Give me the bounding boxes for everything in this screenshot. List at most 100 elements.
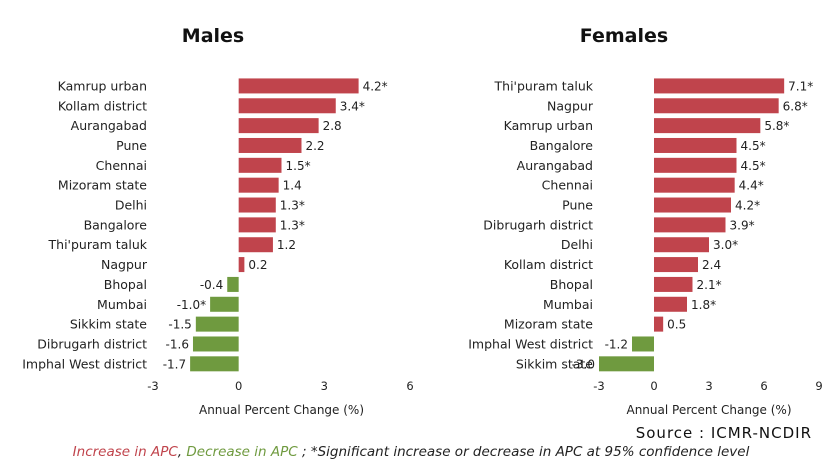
females-x-axis-title: Annual Percent Change (%) bbox=[626, 403, 791, 417]
males-title: Males bbox=[182, 25, 244, 47]
females-category-label: Mumbai bbox=[543, 297, 593, 312]
males-value-label: 1.2 bbox=[277, 238, 296, 252]
males-value-label: -1.7 bbox=[163, 357, 186, 371]
males-category-label: Aurangabad bbox=[71, 118, 147, 133]
males-bar bbox=[192, 336, 239, 352]
females-value-label: 3.9* bbox=[730, 218, 755, 232]
males-bar bbox=[238, 257, 245, 273]
males-category-label: Kamrup urban bbox=[58, 78, 147, 93]
males-bar bbox=[238, 78, 359, 94]
females-bar bbox=[654, 197, 731, 213]
males-tick-label: 3 bbox=[321, 379, 328, 393]
males-value-label: 3.4* bbox=[340, 99, 365, 113]
females-value-label: 4.2* bbox=[735, 199, 760, 213]
females-value-label: 7.1* bbox=[788, 79, 813, 93]
males-value-label: -1.6 bbox=[166, 337, 189, 351]
males-category-label: Kollam district bbox=[58, 98, 147, 113]
females-category-label: Pune bbox=[562, 198, 593, 213]
males-tick-label: 0 bbox=[235, 379, 242, 393]
males-category-label: Dibrugarh district bbox=[37, 336, 147, 351]
females-value-label: 5.8* bbox=[764, 119, 789, 133]
females-tick-label: 0 bbox=[650, 379, 657, 393]
males-category-label: Mumbai bbox=[97, 297, 147, 312]
males-value-label: 1.5* bbox=[286, 159, 311, 173]
females-category-label: Aurangabad bbox=[517, 158, 593, 173]
females-category-label: Kamrup urban bbox=[504, 118, 593, 133]
females-category-label: Bhopal bbox=[550, 277, 593, 292]
males-value-label: 1.3* bbox=[280, 218, 305, 232]
females-bar bbox=[632, 336, 654, 352]
females-category-label: Kollam district bbox=[504, 257, 593, 272]
females-tick-label: 6 bbox=[760, 379, 767, 393]
males-tick-label: -3 bbox=[147, 379, 158, 393]
females-value-label: 4.4* bbox=[739, 179, 764, 193]
males-category-label: Delhi bbox=[115, 198, 147, 213]
females-bar bbox=[654, 98, 779, 114]
females-value-label: -1.2 bbox=[605, 337, 628, 351]
males-bar bbox=[238, 157, 282, 173]
males-bar bbox=[238, 137, 302, 153]
females-value-label: 3.0* bbox=[713, 238, 738, 252]
females-bar bbox=[654, 296, 687, 312]
males-bar bbox=[238, 217, 276, 233]
females-tick-label: 3 bbox=[705, 379, 712, 393]
males-value-label: 2.2 bbox=[305, 139, 324, 153]
females-value-label: 2.1* bbox=[697, 278, 722, 292]
females-bar bbox=[654, 257, 698, 273]
legend-increase: Increase in APC bbox=[72, 444, 178, 460]
males-value-label: -1.5 bbox=[168, 318, 191, 332]
females-category-label: Nagpur bbox=[547, 98, 594, 113]
footnote: Increase in APC, Decrease in APC ; *Sign… bbox=[0, 444, 822, 460]
females-bar bbox=[654, 137, 737, 153]
males-bar bbox=[227, 276, 239, 292]
males-value-label: 0.2 bbox=[248, 258, 267, 272]
females-category-label: Chennai bbox=[542, 178, 593, 193]
males-category-label: Mizoram state bbox=[58, 178, 147, 193]
legend-decrease: Decrease in APC bbox=[186, 444, 298, 460]
females-category-label: Dibrugarh district bbox=[483, 217, 593, 232]
males-bar bbox=[210, 296, 239, 312]
males-x-axis-title: Annual Percent Change (%) bbox=[199, 403, 364, 417]
males-value-label: 2.8 bbox=[323, 119, 342, 133]
females-category-label: Mizoram state bbox=[504, 317, 593, 332]
females-bar bbox=[654, 276, 693, 292]
males-bar bbox=[238, 98, 336, 114]
males-bar bbox=[238, 177, 279, 193]
footnote-rest: ; *Significant increase or decrease in A… bbox=[297, 444, 750, 460]
females-bar bbox=[654, 217, 726, 233]
females-bar bbox=[654, 118, 761, 134]
males-value-label: -0.4 bbox=[200, 278, 223, 292]
females-value-label: 6.8* bbox=[783, 99, 808, 113]
females-bar bbox=[599, 356, 654, 372]
males-value-label: 1.3* bbox=[280, 199, 305, 213]
males-category-label: Nagpur bbox=[101, 257, 148, 272]
males-category-label: Bangalore bbox=[84, 217, 148, 232]
males-bar bbox=[195, 316, 239, 332]
males-category-label: Chennai bbox=[96, 158, 147, 173]
females-value-label: 0.5 bbox=[667, 318, 686, 332]
females-bar bbox=[654, 177, 735, 193]
females-tick-label: 9 bbox=[815, 379, 822, 393]
females-bar bbox=[654, 78, 785, 94]
females-category-label: Thi'puram taluk bbox=[494, 78, 594, 93]
females-category-label: Delhi bbox=[561, 237, 593, 252]
males-value-label: -1.0* bbox=[177, 298, 206, 312]
legend-sep: , bbox=[177, 444, 187, 460]
males-category-label: Imphal West district bbox=[22, 356, 147, 371]
females-category-label: Sikkim state bbox=[516, 356, 593, 371]
females-tick-label: -3 bbox=[593, 379, 604, 393]
males-bar bbox=[238, 197, 276, 213]
males-value-label: 4.2* bbox=[363, 79, 388, 93]
females-bar bbox=[654, 316, 664, 332]
males-tick-label: 6 bbox=[406, 379, 413, 393]
females-value-label: 4.5* bbox=[741, 159, 766, 173]
females-bar bbox=[654, 237, 709, 253]
females-title: Females bbox=[580, 25, 668, 47]
males-category-label: Bhopal bbox=[104, 277, 147, 292]
males-bar bbox=[190, 356, 239, 372]
females-value-label: -3.0 bbox=[572, 357, 595, 371]
males-category-label: Thi'puram taluk bbox=[48, 237, 148, 252]
males-bar bbox=[238, 118, 319, 134]
females-category-label: Bangalore bbox=[530, 138, 594, 153]
